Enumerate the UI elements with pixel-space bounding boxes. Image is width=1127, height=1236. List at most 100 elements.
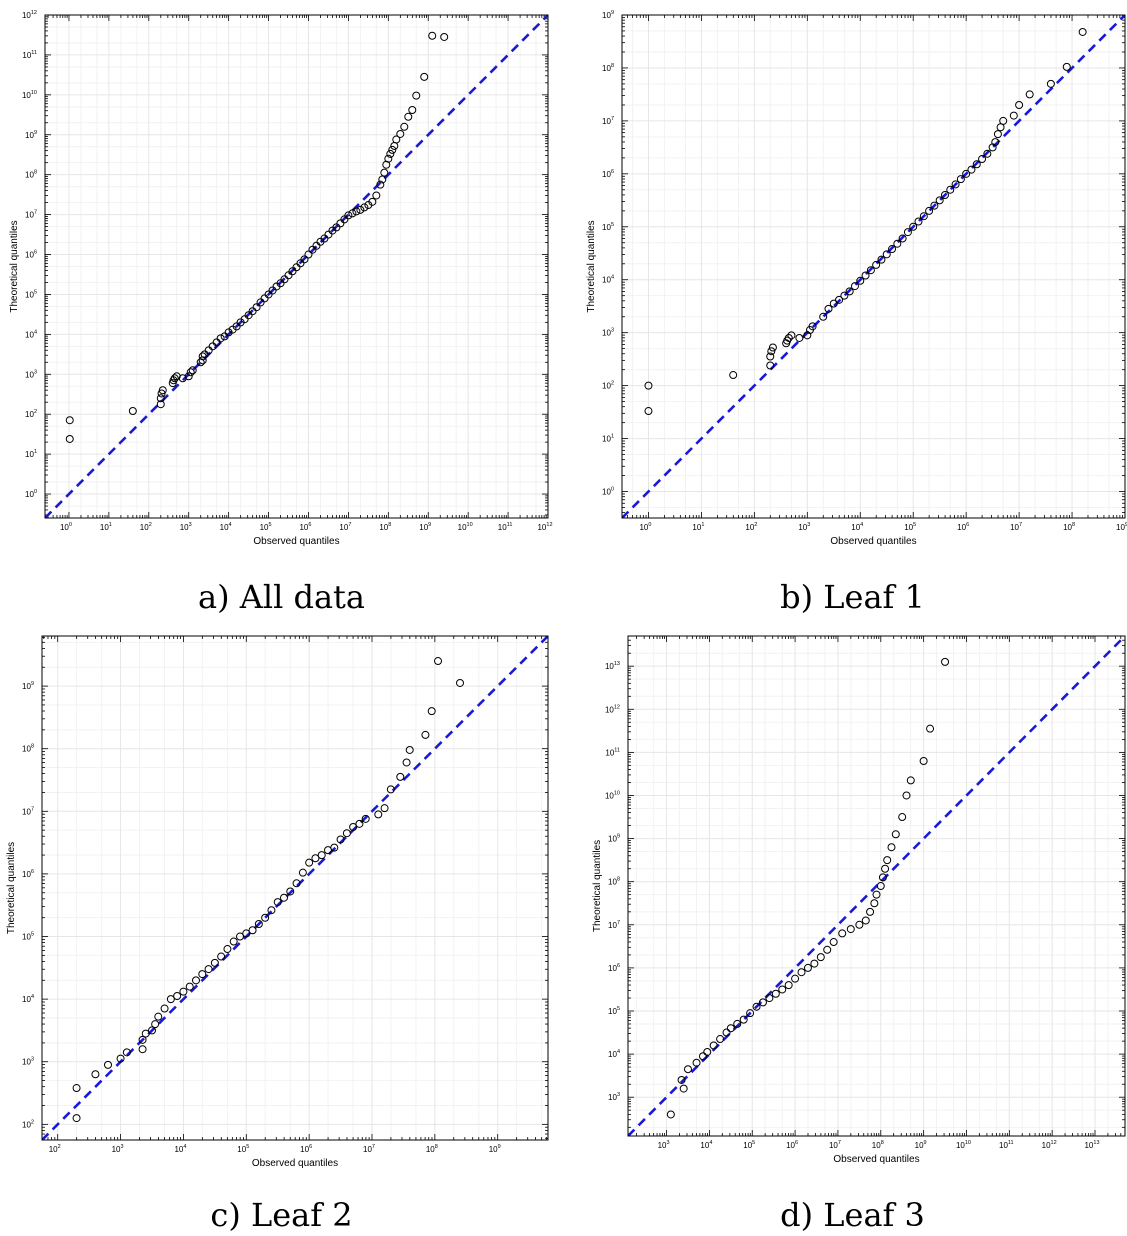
- data-point: [252, 303, 261, 312]
- x-tick-label: 108: [1063, 522, 1075, 532]
- data-point: [978, 155, 987, 164]
- data-point: [280, 893, 288, 902]
- data-point: [185, 982, 194, 991]
- y-tick-label: 105: [608, 1006, 620, 1016]
- data-point: [160, 1004, 169, 1013]
- axis-ticks: [42, 636, 548, 1140]
- data-point: [236, 932, 244, 941]
- data-point: [791, 974, 800, 983]
- data-point: [244, 311, 253, 320]
- data-point: [440, 32, 449, 41]
- x-tick-label: 108: [872, 1140, 884, 1150]
- data-point: [808, 322, 817, 331]
- y-tick-label: 105: [25, 289, 37, 299]
- data-point: [311, 854, 320, 863]
- data-point: [766, 361, 775, 370]
- data-point: [396, 772, 405, 781]
- x-tick-label: 100: [639, 522, 651, 532]
- data-point: [154, 1012, 163, 1021]
- data-point: [824, 304, 833, 313]
- x-tick-label: 1012: [537, 522, 552, 532]
- data-point: [898, 234, 907, 243]
- x-tick-label: 1010: [458, 522, 473, 532]
- plot-frame: [621, 14, 1126, 519]
- y-tick-label: 105: [602, 222, 614, 232]
- data-point: [816, 953, 825, 962]
- data-point: [380, 804, 389, 813]
- data-point: [1062, 62, 1071, 71]
- data-point: [138, 1035, 147, 1044]
- y-tick-label: 106: [25, 250, 37, 260]
- y-tick-label: 103: [602, 328, 614, 338]
- data-point: [352, 207, 361, 216]
- data-point: [186, 368, 195, 377]
- data-point: [810, 959, 819, 968]
- data-point: [204, 346, 213, 355]
- data-point: [752, 1002, 761, 1011]
- y-tick-label: 107: [22, 806, 34, 816]
- data-point: [260, 294, 269, 303]
- data-point: [819, 312, 828, 321]
- data-point: [914, 217, 923, 226]
- x-tick-label: 103: [112, 1144, 124, 1154]
- data-point: [151, 1020, 160, 1029]
- x-tick-label: 109: [489, 1144, 501, 1154]
- data-point: [212, 338, 221, 347]
- x-tick-label: 100: [60, 522, 72, 532]
- data-point: [317, 851, 326, 860]
- data-point: [733, 1019, 742, 1028]
- data-point: [787, 331, 796, 340]
- x-tick-label: 103: [180, 522, 192, 532]
- data-point: [946, 185, 955, 194]
- data-point: [404, 112, 413, 121]
- data-point: [156, 400, 165, 409]
- panel-caption-d: d) Leaf 3: [780, 1196, 925, 1234]
- data-point: [967, 165, 976, 174]
- y-tick-label: 102: [25, 409, 37, 419]
- data-point: [909, 222, 918, 231]
- data-point: [229, 937, 238, 946]
- data-points: [72, 657, 464, 1123]
- data-point: [421, 730, 430, 739]
- data-point: [882, 250, 891, 259]
- x-axis-title: Observed quantiles: [830, 536, 916, 547]
- data-point: [427, 707, 436, 716]
- data-point: [883, 856, 892, 865]
- data-point: [766, 352, 775, 361]
- x-tick-label: 104: [700, 1140, 712, 1150]
- y-tick-label: 100: [25, 489, 37, 499]
- data-point: [116, 1054, 125, 1063]
- data-point: [254, 920, 263, 928]
- grid-lines: [628, 635, 1126, 1136]
- data-point: [412, 91, 421, 100]
- data-point: [999, 116, 1008, 125]
- x-tick-label: 102: [49, 1144, 61, 1154]
- data-point: [386, 149, 395, 158]
- data-point: [388, 145, 397, 154]
- data-point: [232, 322, 241, 331]
- y-tick-label: 102: [602, 381, 614, 391]
- qq-plot-d: 103 104 105 106 107 108 109 1010 1011 1012 1013 103…: [592, 635, 1126, 1165]
- y-axis-title: Theoretical quantiles: [592, 840, 603, 932]
- y-tick-label: 107: [25, 210, 37, 220]
- qq-plot-panel-b: 100 101 102 103 104 105 106 107 108 109 100 101 102 1…: [578, 0, 1127, 618]
- data-point: [264, 290, 273, 299]
- x-tick-label: 103: [798, 522, 810, 532]
- data-point: [198, 352, 207, 361]
- data-point: [280, 275, 289, 284]
- data-point: [312, 241, 321, 250]
- y-tick-label: 1012: [22, 10, 37, 20]
- data-point: [876, 882, 885, 890]
- y-tick-label: 109: [602, 10, 614, 20]
- x-tick-label: 1012: [1042, 1140, 1057, 1150]
- data-point: [261, 913, 270, 922]
- data-point: [746, 1009, 755, 1018]
- data-point: [268, 286, 277, 295]
- data-point: [644, 381, 653, 390]
- y-tick-label: 108: [608, 877, 620, 887]
- data-point: [940, 191, 949, 200]
- data-point: [893, 239, 902, 248]
- data-point: [456, 678, 464, 687]
- data-point: [344, 211, 353, 220]
- data-point: [361, 814, 370, 823]
